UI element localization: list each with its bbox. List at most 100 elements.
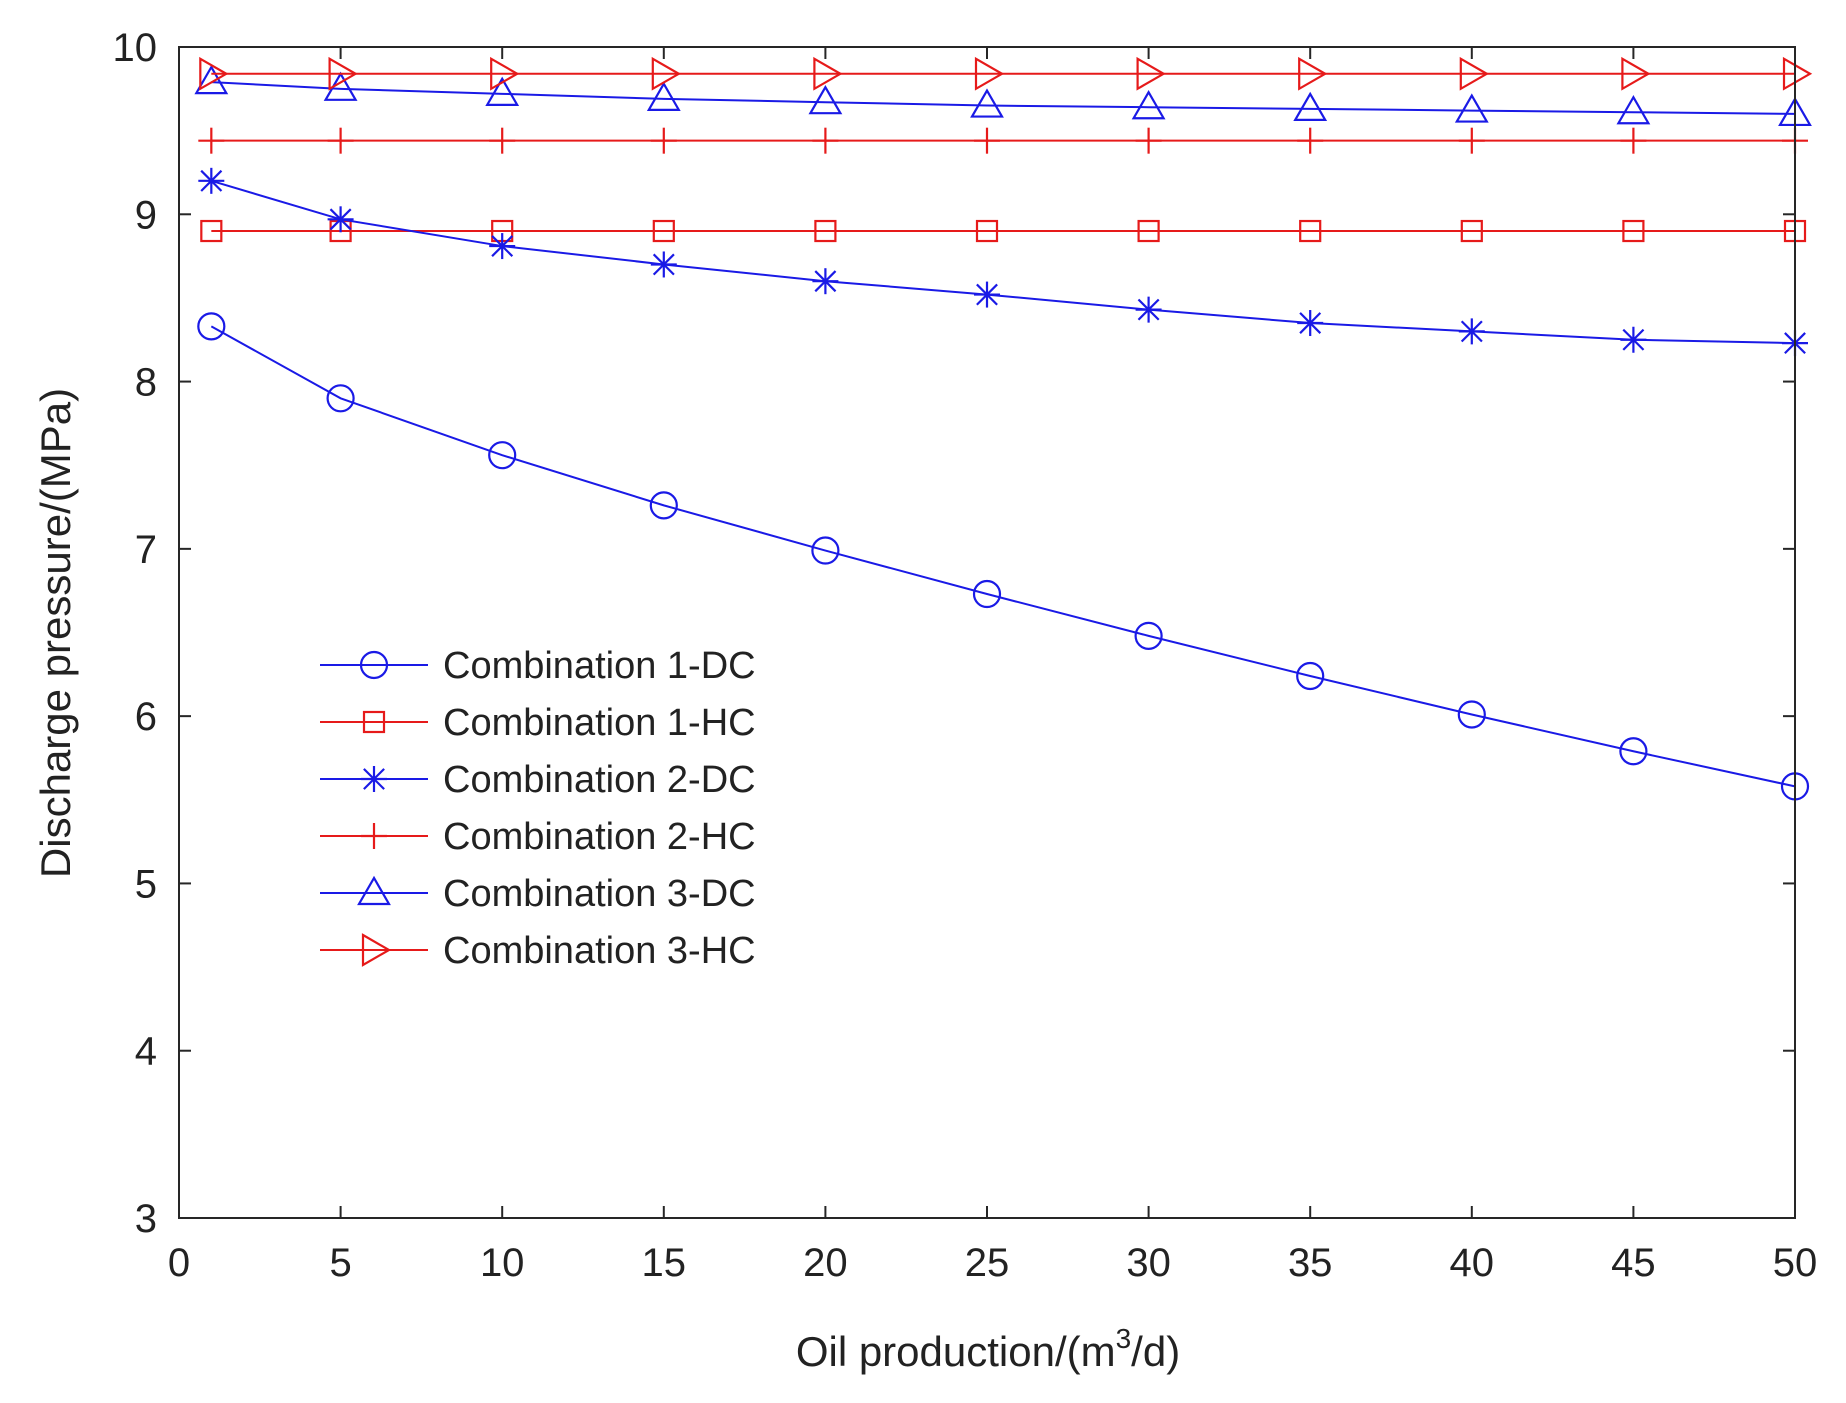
plot-area <box>194 56 1813 801</box>
legend-label: Combination 2-HC <box>443 816 756 858</box>
y-tick-label: 9 <box>135 193 157 237</box>
data-point <box>489 127 516 154</box>
data-point <box>1136 56 1166 91</box>
series-combination-1-hc <box>200 219 1807 243</box>
x-tick-label: 35 <box>1288 1241 1333 1285</box>
data-point <box>1134 621 1163 650</box>
legend-label: Combination 3-HC <box>443 930 756 972</box>
data-point <box>812 127 839 154</box>
y-tick-label: 4 <box>135 1030 157 1074</box>
data-point <box>1137 219 1160 243</box>
y-tick-label: 5 <box>135 862 157 906</box>
data-point <box>490 56 520 91</box>
data-point <box>646 81 681 111</box>
data-point <box>808 85 843 115</box>
plot-frame <box>178 46 1796 1219</box>
data-point <box>652 219 675 243</box>
y-tick-label: 10 <box>113 26 158 70</box>
data-point <box>1458 127 1485 154</box>
data-point <box>974 127 1000 154</box>
data-point <box>194 64 229 95</box>
x-axis-label: Oil production/(m3/d) <box>796 1323 1180 1375</box>
data-point <box>1299 219 1322 243</box>
series-line <box>211 81 1796 115</box>
legend-marker <box>361 823 387 849</box>
data-point <box>1131 90 1166 120</box>
data-point <box>197 312 226 341</box>
data-point <box>198 127 225 154</box>
data-point <box>1293 91 1328 121</box>
data-point <box>1135 127 1162 154</box>
data-point <box>1620 127 1647 154</box>
data-point <box>972 579 1002 609</box>
legend-marker <box>357 875 391 906</box>
x-tick-label: 20 <box>803 1241 848 1285</box>
legend-marker <box>361 766 387 792</box>
x-tick-label: 5 <box>329 1241 351 1285</box>
data-point <box>1616 95 1651 125</box>
data-point <box>1622 219 1645 243</box>
data-point <box>1454 93 1489 123</box>
data-point <box>813 56 843 91</box>
data-point <box>811 536 840 565</box>
legend-item: Combination 3-HC <box>320 930 756 972</box>
series-combination-1-dc <box>197 312 1810 801</box>
legend-label: Combination 1-HC <box>443 702 756 744</box>
data-point <box>814 219 837 243</box>
data-point <box>488 441 517 470</box>
x-tick-label: 40 <box>1450 1241 1495 1285</box>
data-point <box>1782 56 1813 91</box>
legend-marker <box>359 650 389 680</box>
x-tick-label: 45 <box>1611 1241 1656 1285</box>
series-line <box>210 325 1796 788</box>
data-point <box>200 219 223 243</box>
y-tick-label: 8 <box>135 361 157 405</box>
data-point <box>327 127 354 154</box>
data-point <box>974 56 1005 91</box>
legend: Combination 1-DC Combination 1-HC Combinat… <box>320 645 756 972</box>
data-point <box>198 167 225 194</box>
legend-marker <box>361 933 392 967</box>
x-tick-label: 0 <box>168 1241 190 1285</box>
y-tick-label: 6 <box>135 695 157 739</box>
legend-item: Combination 2-DC <box>320 759 756 801</box>
data-point <box>1460 219 1483 243</box>
data-point <box>1621 56 1651 91</box>
x-tick-label: 50 <box>1773 1241 1818 1285</box>
y-axis-label: Discharge pressure/(MPa) <box>32 388 79 878</box>
data-point <box>651 56 682 91</box>
series-line <box>211 179 1796 345</box>
data-point <box>650 251 677 278</box>
x-tick-label: 25 <box>965 1241 1010 1285</box>
series-combination-3-dc <box>194 64 1812 127</box>
data-point <box>812 268 839 295</box>
legend-item: Combination 3-DC <box>320 873 756 915</box>
data-point <box>327 206 354 233</box>
data-point <box>1459 56 1490 91</box>
series-combination-3-hc <box>199 56 1813 91</box>
x-tick-label: 15 <box>642 1241 687 1285</box>
legend-item: Combination 2-HC <box>320 816 756 858</box>
data-point <box>650 127 677 154</box>
data-point <box>975 219 999 243</box>
data-point <box>328 56 358 91</box>
data-point <box>1457 700 1486 729</box>
series-combination-2-hc <box>198 127 1808 154</box>
y-tick-label: 3 <box>135 1197 157 1241</box>
data-point <box>199 56 229 91</box>
data-point <box>326 384 355 413</box>
legend-marker <box>362 710 386 734</box>
data-point <box>974 281 1000 308</box>
legend-item: Combination 1-HC <box>320 702 756 744</box>
series-combination-2-dc <box>198 167 1808 357</box>
legend-label: Combination 1-DC <box>443 645 756 687</box>
data-point <box>970 88 1004 118</box>
x-tick-label: 10 <box>480 1241 525 1285</box>
data-point <box>1619 737 1648 766</box>
data-point <box>1297 127 1324 154</box>
legend-label: Combination 3-DC <box>443 873 756 915</box>
data-point <box>489 233 516 260</box>
data-point <box>1458 318 1485 345</box>
legend-item: Combination 1-DC <box>320 645 756 687</box>
